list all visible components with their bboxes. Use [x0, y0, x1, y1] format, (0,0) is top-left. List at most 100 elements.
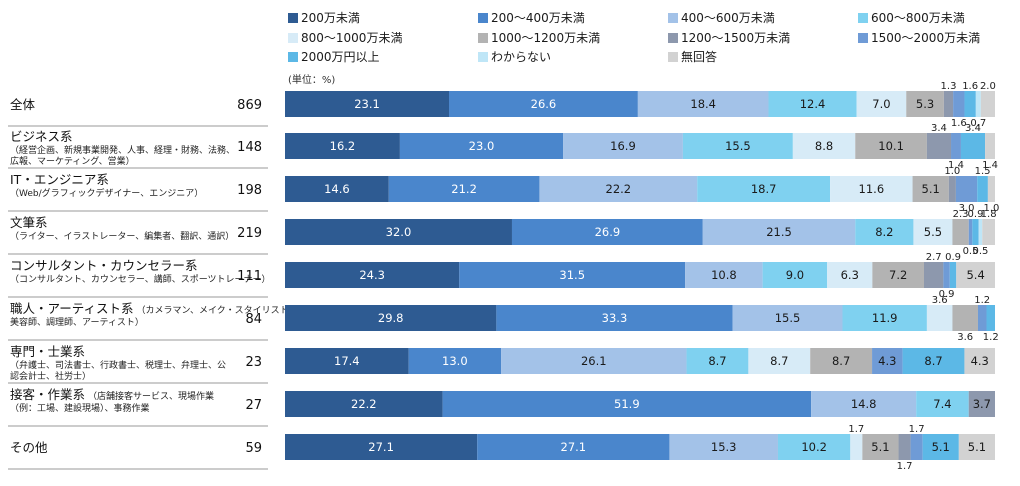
data-label: 3.6 — [957, 332, 973, 343]
data-label: 15.5 — [725, 139, 751, 153]
data-label: 1.7 — [848, 424, 864, 435]
bar-segment — [827, 262, 873, 288]
bar-segment — [910, 434, 923, 460]
data-label: 26.1 — [581, 354, 607, 368]
data-label: 1.4 — [948, 160, 964, 171]
bar-segment — [697, 176, 831, 202]
bar-segment — [924, 262, 944, 288]
data-label: 16.2 — [330, 139, 356, 153]
data-label: 5.3 — [916, 97, 934, 111]
category-row: その他 59 27.1 27.1 15.3 10.2 1.7 5.1 1.7 1.7 5.1 5.1 — [8, 424, 995, 472]
bar-segment — [951, 133, 961, 159]
category-subtitle: 美容師、調理師、アーティスト） — [10, 316, 144, 328]
data-label: 1.7 — [897, 461, 913, 472]
bar-segment — [285, 262, 460, 288]
bar-segment — [477, 434, 670, 460]
bar-segment — [987, 176, 995, 202]
data-label: 12.4 — [800, 97, 826, 111]
bar-segment — [496, 305, 733, 331]
data-label: 5.5 — [924, 225, 942, 239]
legend-label: 2000万円以上 — [301, 50, 380, 64]
category-title: 全体 — [10, 97, 36, 112]
bar-segment — [943, 91, 954, 117]
bar-segment — [830, 176, 913, 202]
category-subtitle: （コンサルタント、カウンセラー、講師、スポーツトレーナー） — [10, 273, 271, 285]
category-row: IT・エンジニア系（Web/グラフィックデザイナー、エンジニア） 198 14.6 2… — [8, 166, 999, 214]
bar-segment — [986, 305, 995, 331]
legend-item: 800～1000万未満 — [288, 31, 402, 45]
bar-segment — [913, 219, 953, 245]
legend-label: 無回答 — [681, 49, 717, 64]
data-label: 7.0 — [872, 97, 890, 111]
data-label: 11.6 — [859, 182, 885, 196]
bar-segment — [964, 348, 995, 374]
legend-item: 200万未満 — [288, 11, 360, 25]
bar-segment — [898, 434, 911, 460]
bar-segment — [977, 176, 988, 202]
bar-segment — [442, 391, 812, 417]
bar-segment — [702, 219, 856, 245]
legend-item: 400～600万未満 — [668, 11, 775, 25]
category-title: 職人・アーティスト系 — [10, 301, 134, 316]
bar-segment — [956, 262, 995, 288]
bar-segment — [952, 219, 969, 245]
legend-label: 1000～1200万未満 — [491, 31, 600, 45]
category-subtitle: （経営企画、新規事業開発、人事、経理・財務、法務、 — [10, 144, 235, 156]
legend-item: 200～400万未満 — [478, 11, 585, 25]
data-label: 15.5 — [775, 311, 801, 325]
data-label: 10.8 — [711, 268, 737, 282]
bar-segment — [943, 262, 950, 288]
data-label: 9.0 — [786, 268, 804, 282]
bar-segment — [926, 305, 953, 331]
bar-segment — [563, 133, 683, 159]
legend-label: 400～600万未満 — [681, 11, 775, 25]
legend-label: わからない — [491, 50, 551, 64]
category-row: 接客・作業系 （店舗接客サービス、現場作業（例：工場、建設現場）、事務作業 27 22… — [8, 387, 995, 427]
bar-segment — [539, 176, 698, 202]
data-label: 3.7 — [973, 397, 991, 411]
category-title: 接客・作業系 — [10, 387, 85, 402]
bar-segment — [953, 91, 965, 117]
bar-segment — [511, 219, 703, 245]
bar-segment — [862, 434, 899, 460]
legend-item: 600～800万未満 — [858, 11, 965, 25]
data-label: 8.7 — [770, 354, 788, 368]
bar-segment — [964, 91, 976, 117]
bar-segment — [906, 91, 944, 117]
bar-segment — [856, 91, 907, 117]
bar-segment — [810, 348, 873, 374]
category-row: 全体 869 23.1 26.6 18.4 12.4 7.0 5.31.31.61.60.72… — [8, 81, 996, 129]
category-title: IT・エンジニア系 — [10, 172, 109, 187]
category-row: 文筆系（ライター、イラストレーター、編集者、翻訳、通訳） 219 32.0 26.9 2… — [8, 209, 997, 257]
bar-segment — [501, 348, 687, 374]
category-subtitle: 広報、マーケティング、営業） — [10, 155, 135, 167]
data-label: 0.9 — [968, 209, 984, 220]
bar-segment — [388, 176, 540, 202]
data-label: 33.3 — [602, 311, 628, 325]
legend-swatch — [668, 13, 678, 23]
legend-label: 1500～2000万未満 — [871, 31, 980, 45]
bar-segment — [682, 133, 793, 159]
legend-swatch — [858, 13, 868, 23]
data-label: 5.1 — [922, 182, 940, 196]
bar-segment — [842, 305, 927, 331]
bar-segment — [972, 219, 979, 245]
bar-segment — [732, 305, 843, 331]
data-label: 3.4 — [965, 123, 981, 134]
data-label: 24.3 — [359, 268, 385, 282]
chart-rows: 全体 869 23.1 26.6 18.4 12.4 7.0 5.31.31.61.60.72… — [8, 81, 999, 472]
bar-segment — [850, 434, 863, 460]
data-label: 1.0 — [983, 203, 999, 214]
bar-segment — [285, 391, 443, 417]
data-label: 18.4 — [690, 97, 716, 111]
bar-segment — [285, 219, 512, 245]
legend: 200万未満 200～400万未満 400～600万未満 600～800万未満 800～… — [288, 11, 980, 64]
data-label: 51.9 — [614, 397, 640, 411]
data-label: 27.1 — [561, 440, 587, 454]
data-label: 1.2 — [974, 295, 990, 306]
bar-segment — [399, 133, 564, 159]
data-label: 26.9 — [595, 225, 621, 239]
bar-segment — [637, 91, 769, 117]
sample-size: 84 — [245, 312, 262, 327]
bar-segment — [980, 91, 995, 117]
